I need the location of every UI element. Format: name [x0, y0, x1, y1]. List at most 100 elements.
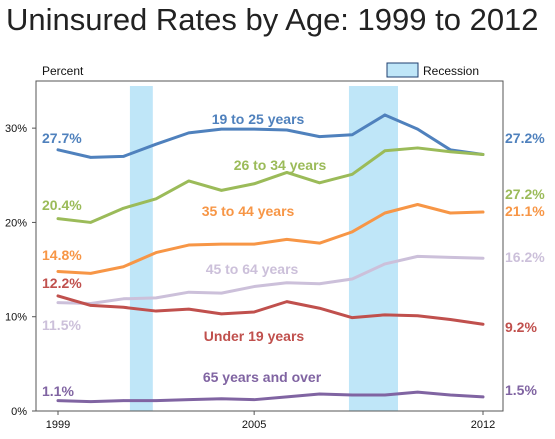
data-point-35-to-44-years	[220, 242, 223, 246]
start-value-26-to-34-years: 20.4%	[42, 197, 82, 213]
series-line-45-to-64-years	[56, 254, 485, 306]
data-point-35-to-44-years	[318, 241, 321, 245]
data-point-65-years-and-over	[89, 400, 92, 403]
data-point-under-19-years	[89, 304, 92, 307]
data-point-26-to-34-years	[89, 221, 92, 224]
data-point-65-years-and-over	[252, 398, 256, 401]
data-point-19-to-25-years	[220, 127, 223, 131]
data-point-26-to-34-years	[122, 207, 125, 210]
data-point-19-to-25-years	[154, 142, 158, 146]
data-point-under-19-years	[252, 310, 256, 314]
data-point-19-to-25-years	[318, 135, 321, 138]
start-value-19-to-25-years: 27.7%	[42, 130, 82, 146]
data-point-45-to-64-years	[383, 262, 387, 266]
data-point-65-years-and-over	[56, 399, 60, 402]
data-point-65-years-and-over	[154, 399, 158, 402]
y-tick-label: 10%	[5, 312, 27, 324]
y-tick-label: 0%	[11, 406, 27, 418]
data-point-26-to-34-years	[220, 189, 223, 192]
data-point-26-to-34-years	[481, 153, 485, 156]
data-point-26-to-34-years	[416, 146, 419, 150]
plot-frame	[35, 80, 504, 412]
recession-bands	[129, 86, 398, 411]
x-tick-label: 1999	[46, 419, 70, 431]
end-value-35-to-44-years: 21.1%	[505, 203, 545, 219]
data-point-35-to-44-years	[154, 251, 158, 254]
data-point-26-to-34-years	[285, 171, 289, 174]
legend-swatch-recession	[386, 62, 419, 78]
data-point-35-to-44-years	[383, 211, 387, 215]
start-value-45-to-64-years: 11.5%	[42, 317, 81, 333]
series-name-19-to-25-years: 19 to 25 years	[212, 111, 305, 127]
data-point-19-to-25-years	[351, 133, 354, 136]
data-point-26-to-34-years	[187, 179, 190, 183]
data-point-under-19-years	[56, 294, 60, 298]
data-point-45-to-64-years	[481, 257, 485, 260]
data-point-35-to-44-years	[449, 211, 452, 215]
end-value-45-to-64-years: 16.2%	[505, 249, 545, 265]
data-point-65-years-and-over	[220, 397, 223, 400]
data-point-65-years-and-over	[318, 392, 321, 396]
data-point-19-to-25-years	[122, 155, 125, 158]
data-point-19-to-25-years	[56, 148, 60, 152]
data-point-45-to-64-years	[318, 282, 321, 285]
chart-title: Uninsured Rates by Age: 1999 to 2012	[6, 2, 539, 37]
data-point-under-19-years	[285, 300, 289, 303]
series-line-65-years-and-over	[56, 390, 485, 404]
data-point-65-years-and-over	[351, 393, 354, 397]
data-point-19-to-25-years	[285, 128, 289, 132]
data-point-26-to-34-years	[154, 197, 158, 201]
data-point-45-to-64-years	[252, 285, 256, 288]
axes: 0% 10% 20% 30% 1999 2005 2012	[5, 123, 495, 431]
start-value-35-to-44-years: 14.8%	[42, 247, 82, 263]
start-value-65-years-and-over: 1.1%	[42, 383, 74, 399]
series-name-35-to-44-years: 35 to 44 years	[202, 203, 295, 219]
data-point-45-to-64-years	[449, 256, 452, 259]
data-point-65-years-and-over	[187, 398, 190, 401]
end-value-19-to-25-years: 27.2%	[505, 130, 545, 146]
data-point-65-years-and-over	[122, 399, 125, 402]
legend-label-recession: Recession	[423, 64, 479, 78]
end-value-26-to-34-years: 27.2%	[505, 186, 545, 202]
data-point-35-to-44-years	[187, 243, 190, 247]
data-point-45-to-64-years	[416, 255, 419, 258]
data-point-45-to-64-years	[285, 281, 289, 284]
series-line-19-to-25-years	[56, 113, 485, 159]
data-point-19-to-25-years	[89, 156, 92, 159]
end-value-under-19-years: 9.2%	[505, 319, 537, 335]
data-point-under-19-years	[449, 318, 452, 321]
recession-band-2	[348, 86, 398, 411]
data-point-19-to-25-years	[187, 131, 190, 135]
data-point-under-19-years	[318, 307, 321, 310]
data-point-35-to-44-years	[122, 265, 125, 268]
data-point-65-years-and-over	[449, 393, 452, 397]
start-value-under-19-years: 12.2%	[42, 275, 82, 291]
data-point-35-to-44-years	[285, 238, 289, 241]
series-name-45-to-64-years: 45 to 64 years	[206, 261, 299, 277]
data-point-26-to-34-years	[351, 173, 354, 176]
data-point-under-19-years	[481, 323, 485, 326]
data-point-45-to-64-years	[351, 277, 354, 281]
series-labels: 19 to 25 years 27.7% 27.2% 26 to 34 years 20…	[42, 111, 545, 399]
x-tick-label: 2005	[242, 419, 266, 431]
data-point-19-to-25-years	[383, 113, 387, 117]
data-point-65-years-and-over	[416, 390, 419, 394]
data-point-45-to-64-years	[220, 291, 223, 295]
series-name-under-19-years: Under 19 years	[204, 328, 305, 344]
data-point-under-19-years	[351, 316, 354, 319]
legend: Recession	[386, 62, 479, 78]
data-point-26-to-34-years	[383, 149, 387, 152]
series-line-26-to-34-years	[56, 146, 485, 224]
data-point-under-19-years	[122, 306, 125, 309]
y-tick-label: 20%	[5, 217, 27, 229]
data-point-19-to-25-years	[252, 127, 256, 131]
recession-band-1	[129, 86, 153, 411]
data-point-35-to-44-years	[89, 272, 92, 275]
series-lines	[56, 113, 485, 404]
data-point-35-to-44-years	[351, 230, 354, 234]
data-point-26-to-34-years	[318, 181, 321, 185]
data-point-19-to-25-years	[416, 127, 419, 131]
data-point-under-19-years	[154, 309, 158, 313]
data-point-under-19-years	[220, 312, 223, 316]
series-line-35-to-44-years	[56, 203, 485, 275]
